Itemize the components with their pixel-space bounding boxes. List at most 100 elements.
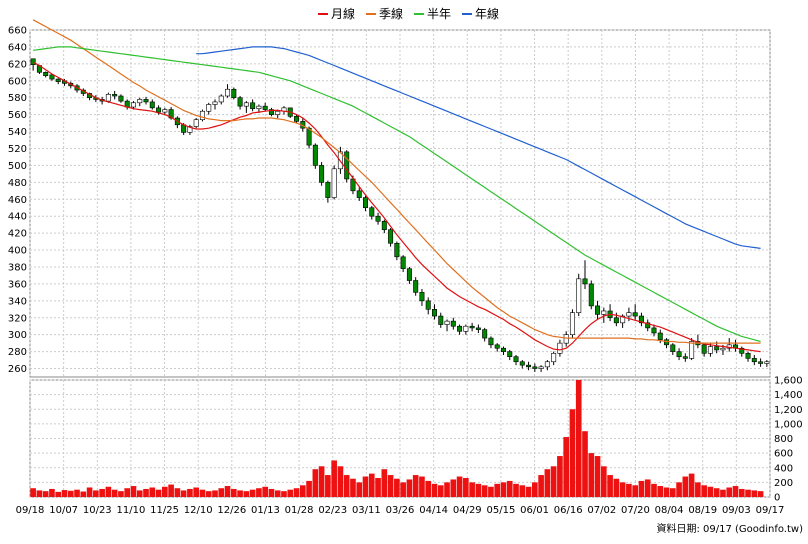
volume-bar (287, 489, 294, 497)
candlestick-series (30, 58, 770, 372)
candle-down (406, 268, 412, 281)
volume-bar (49, 488, 55, 497)
volume-bar (168, 484, 174, 497)
volume-bar (187, 488, 193, 497)
price-tick-label: 400 (8, 246, 27, 257)
date-tick-label: 09/03 (722, 505, 751, 516)
candle-down (262, 105, 268, 110)
date-tick-label: 10/23 (83, 505, 112, 516)
date-tick-label: 04/29 (453, 505, 482, 516)
candle-down (143, 99, 149, 103)
volume-y-axis: 0 200 400 600 800 1,000 1,200 1,400 1,600 (774, 376, 803, 504)
volume-bar (444, 482, 450, 497)
candle-down (231, 88, 237, 99)
candle-down (513, 356, 519, 363)
price-tick-label: 520 (8, 144, 27, 155)
volume-bar (130, 486, 137, 497)
price-tick-label: 300 (8, 330, 27, 341)
candle-down (268, 109, 274, 115)
volume-bar (293, 488, 300, 497)
volume-bar (155, 489, 162, 497)
volume-bar (318, 466, 325, 497)
candle-down (156, 107, 162, 113)
volume-bar (375, 477, 381, 497)
volume-bar (143, 488, 149, 497)
volume-bar (368, 473, 375, 497)
candle-down (356, 190, 362, 198)
candle-up (538, 366, 544, 369)
ma-line-半年 (33, 46, 761, 343)
volume-bar (663, 487, 670, 497)
volume-bar (701, 485, 707, 497)
volume-bar (419, 476, 425, 497)
legend-label: 季線 (379, 6, 403, 21)
candle-down (714, 346, 720, 351)
ma-line-年線 (196, 46, 761, 249)
volume-bar (262, 486, 268, 497)
candle-down (645, 322, 651, 329)
volume-bar (437, 485, 444, 497)
volume-bar (757, 491, 764, 497)
volume-tick-label: 400 (774, 463, 793, 474)
price-tick-label: 580 (8, 93, 27, 104)
volume-bar (632, 485, 638, 497)
volume-bar (500, 482, 507, 497)
volume-bar (149, 487, 156, 497)
date-tick-label: 12/26 (217, 505, 246, 516)
volume-bar (713, 488, 720, 497)
candle-down (363, 197, 369, 209)
candle-down (488, 337, 494, 346)
candle-down (325, 182, 331, 198)
candle-up (206, 104, 212, 112)
candle-down (30, 58, 36, 65)
volume-bar (224, 486, 231, 497)
candle-up (212, 101, 218, 105)
volume-bar (193, 487, 200, 497)
volume-bar (751, 490, 758, 497)
volume-bar (726, 487, 733, 497)
date-tick-label: 09/17 (756, 505, 785, 516)
candle-up (218, 95, 224, 103)
source-footer: 資料日期: 09/17 (Goodinfo.tw) (656, 522, 803, 535)
volume-bar (695, 482, 701, 497)
volume-bar (350, 478, 356, 497)
volume-bar (456, 476, 463, 497)
candle-down (739, 347, 745, 354)
candle-down (375, 215, 381, 222)
candle-up (444, 320, 450, 325)
candle-down (682, 356, 688, 359)
date-tick-label: 06/01 (520, 505, 549, 516)
candle-up (620, 315, 626, 324)
volume-bar (306, 480, 312, 497)
volume-bar (594, 456, 601, 497)
date-tick-label: 07/02 (587, 505, 616, 516)
volume-tick-label: 800 (774, 434, 793, 445)
price-tick-label: 560 (8, 110, 27, 121)
volume-bar (205, 491, 212, 497)
date-tick-label: 09/18 (16, 505, 45, 516)
candle-down (250, 102, 256, 110)
candle-up (256, 105, 262, 110)
date-tick-label: 10/07 (49, 505, 78, 516)
volume-bar (569, 409, 576, 497)
date-tick-label: 03/26 (386, 505, 415, 516)
candle-down (43, 72, 49, 77)
date-tick-label: 08/04 (655, 505, 684, 516)
volume-bar (105, 486, 112, 497)
candle-down (676, 351, 682, 357)
candle-down (582, 278, 588, 285)
volume-bar (613, 478, 620, 497)
candle-up (569, 312, 575, 335)
candle-down (638, 315, 644, 324)
volume-bar (218, 488, 225, 497)
date-tick-label: 07/20 (621, 505, 650, 516)
volume-bar (268, 488, 275, 497)
candle-down (526, 364, 532, 368)
volume-bar (118, 491, 124, 497)
volume-bar (274, 490, 281, 497)
volume-bar (212, 490, 218, 497)
volume-bar (732, 486, 739, 497)
date-tick-label: 11/25 (150, 505, 179, 516)
